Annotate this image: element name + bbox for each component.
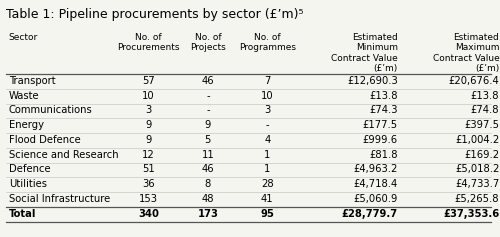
Text: Estimated
Maximum
Contract Value
(£’m): Estimated Maximum Contract Value (£’m) xyxy=(432,33,500,73)
Text: 41: 41 xyxy=(261,194,274,204)
Text: 173: 173 xyxy=(198,209,218,219)
Text: No. of
Projects: No. of Projects xyxy=(190,33,226,52)
Text: -: - xyxy=(266,120,269,130)
Text: £74.8: £74.8 xyxy=(471,105,500,115)
Text: -: - xyxy=(206,91,210,101)
Text: Utilities: Utilities xyxy=(9,179,47,189)
Text: 8: 8 xyxy=(204,179,211,189)
Text: 3: 3 xyxy=(264,105,270,115)
Text: 48: 48 xyxy=(202,194,214,204)
Text: 10: 10 xyxy=(261,91,274,101)
Text: £999.6: £999.6 xyxy=(363,135,398,145)
Text: No. of
Programmes: No. of Programmes xyxy=(238,33,296,52)
Text: 9: 9 xyxy=(146,120,152,130)
Text: £5,060.9: £5,060.9 xyxy=(354,194,398,204)
Text: Waste: Waste xyxy=(9,91,40,101)
Text: £169.2: £169.2 xyxy=(464,150,500,160)
Text: 36: 36 xyxy=(142,179,155,189)
Text: £13.8: £13.8 xyxy=(471,91,500,101)
Text: £5,265.8: £5,265.8 xyxy=(455,194,500,204)
Text: £37,353.6: £37,353.6 xyxy=(443,209,500,219)
Text: 7: 7 xyxy=(264,76,270,86)
Text: Communications: Communications xyxy=(9,105,92,115)
Text: No. of
Procurements: No. of Procurements xyxy=(118,33,180,52)
Text: Sector: Sector xyxy=(9,33,38,42)
Text: £12,690.3: £12,690.3 xyxy=(347,76,398,86)
Text: 3: 3 xyxy=(146,105,152,115)
Text: 11: 11 xyxy=(202,150,214,160)
Text: 10: 10 xyxy=(142,91,155,101)
Text: £177.5: £177.5 xyxy=(363,120,398,130)
Text: 4: 4 xyxy=(264,135,270,145)
Text: £28,779.7: £28,779.7 xyxy=(342,209,398,219)
Text: 46: 46 xyxy=(202,76,214,86)
Text: 153: 153 xyxy=(139,194,158,204)
Text: Table 1: Pipeline procurements by sector (£’m)⁵: Table 1: Pipeline procurements by sector… xyxy=(6,9,304,21)
Text: Energy: Energy xyxy=(9,120,44,130)
Text: 95: 95 xyxy=(260,209,274,219)
Text: £4,718.4: £4,718.4 xyxy=(354,179,398,189)
Text: Transport: Transport xyxy=(9,76,56,86)
Text: £1,004.2: £1,004.2 xyxy=(455,135,500,145)
Text: £4,733.7: £4,733.7 xyxy=(455,179,500,189)
Text: £81.8: £81.8 xyxy=(370,150,398,160)
Text: Social Infrastructure: Social Infrastructure xyxy=(9,194,110,204)
Text: 9: 9 xyxy=(146,135,152,145)
Text: 9: 9 xyxy=(204,120,211,130)
Text: £13.8: £13.8 xyxy=(370,91,398,101)
Text: Defence: Defence xyxy=(9,164,50,174)
Text: 57: 57 xyxy=(142,76,155,86)
Text: Science and Research: Science and Research xyxy=(9,150,118,160)
Text: £20,676.4: £20,676.4 xyxy=(448,76,500,86)
Text: Total: Total xyxy=(9,209,36,219)
Text: Estimated
Minimum
Contract Value
(£’m): Estimated Minimum Contract Value (£’m) xyxy=(331,33,398,73)
Text: £397.5: £397.5 xyxy=(464,120,500,130)
Text: Flood Defence: Flood Defence xyxy=(9,135,81,145)
Text: -: - xyxy=(206,105,210,115)
Text: 46: 46 xyxy=(202,164,214,174)
Text: 1: 1 xyxy=(264,164,270,174)
Text: £4,963.2: £4,963.2 xyxy=(354,164,398,174)
Text: 1: 1 xyxy=(264,150,270,160)
Text: £5,018.2: £5,018.2 xyxy=(455,164,500,174)
Text: £74.3: £74.3 xyxy=(370,105,398,115)
Text: 340: 340 xyxy=(138,209,159,219)
Text: 28: 28 xyxy=(261,179,274,189)
Text: 12: 12 xyxy=(142,150,155,160)
Text: 5: 5 xyxy=(204,135,211,145)
Text: 51: 51 xyxy=(142,164,155,174)
